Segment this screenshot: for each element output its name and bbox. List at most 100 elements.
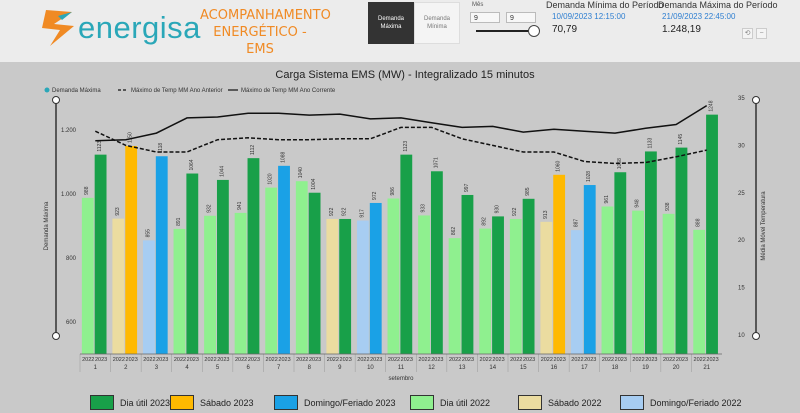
x-day-label: 21 xyxy=(703,365,710,371)
bar-2022-day-1 xyxy=(81,197,94,354)
x-year-label: 2023 xyxy=(126,357,138,363)
demanda-maxima-toggle[interactable]: Demanda Máxima xyxy=(368,2,414,44)
bar-data-label: 1044 xyxy=(219,166,225,177)
bar-2023-day-15 xyxy=(522,198,535,354)
bar-data-label: 1248 xyxy=(709,100,715,111)
y2-tick-label: 10 xyxy=(738,333,745,339)
bar-data-label: 855 xyxy=(145,229,151,238)
x-year-label: 2023 xyxy=(187,357,199,363)
month-slider-track[interactable] xyxy=(476,30,534,32)
x-year-label: 2023 xyxy=(217,357,229,363)
legend-swatch xyxy=(518,395,542,410)
bar-2023-day-20 xyxy=(675,147,688,354)
x-day-label: 9 xyxy=(338,365,342,371)
y2-tick-label: 25 xyxy=(738,191,745,197)
x-year-label: 2022 xyxy=(357,357,369,363)
bar-2023-day-7 xyxy=(278,165,290,354)
y2-range-slider-handle xyxy=(752,332,760,340)
bar-2022-day-16 xyxy=(540,221,553,354)
bar-2023-day-12 xyxy=(430,171,443,354)
report-title: ACOMPANHAMENTO ENERGÉTICO - EMS xyxy=(200,7,331,58)
x-year-label: 2023 xyxy=(278,357,290,363)
bar-data-label: 913 xyxy=(543,210,549,219)
bar-data-label: 1123 xyxy=(403,141,409,152)
x-day-label: 5 xyxy=(216,365,220,371)
bar-data-label: 1040 xyxy=(298,167,304,178)
filter-reset-icon[interactable]: ⟲ xyxy=(742,28,753,39)
x-year-label: 2023 xyxy=(95,357,107,363)
bar-data-label: 986 xyxy=(390,187,396,196)
bar-2022-day-13 xyxy=(448,238,461,354)
bar-data-label: 972 xyxy=(372,191,378,200)
chart-title: Carga Sistema EMS (MW) - Integralizado 1… xyxy=(275,69,535,81)
x-day-label: 7 xyxy=(277,365,281,371)
y-tick-label: 1.200 xyxy=(61,128,77,134)
bar-data-label: 1112 xyxy=(250,145,256,156)
bar-2022-day-5 xyxy=(204,215,216,354)
bar-data-label: 1123 xyxy=(97,141,103,152)
x-year-label: 2022 xyxy=(82,357,94,363)
bar-data-label: 961 xyxy=(604,195,610,204)
x-year-label: 2023 xyxy=(248,357,260,363)
x-day-label: 17 xyxy=(581,365,588,371)
month-from-field[interactable]: 9 xyxy=(470,12,500,23)
min-demand-title: Demanda Mínima do Período xyxy=(546,0,664,10)
bar-data-label: 1133 xyxy=(647,137,653,148)
x-year-label: 2023 xyxy=(554,357,566,363)
x-year-label: 2022 xyxy=(143,357,155,363)
bar-2023-day-18 xyxy=(614,172,627,354)
legend-dia-util-2022: Dia útil 2022 xyxy=(410,395,490,410)
bar-2022-day-19 xyxy=(632,210,644,354)
bar-data-label: 1064 xyxy=(189,159,195,170)
y2-tick-label: 15 xyxy=(738,286,745,292)
bar-2022-day-11 xyxy=(387,198,400,354)
bar-data-label: 941 xyxy=(237,201,243,210)
y-tick-label: 600 xyxy=(66,320,77,326)
bar-2023-day-16 xyxy=(553,174,566,354)
bar-2023-day-17 xyxy=(583,185,596,354)
x-year-label: 2023 xyxy=(615,357,627,363)
bar-data-label: 922 xyxy=(329,207,335,216)
x-year-label: 2023 xyxy=(401,357,413,363)
bar-2022-day-4 xyxy=(173,228,186,354)
bar-2023-day-3 xyxy=(155,156,168,354)
minimize-icon[interactable]: − xyxy=(756,28,767,39)
legend-swatch xyxy=(90,395,114,410)
bar-2023-day-4 xyxy=(186,173,199,354)
bar-data-label: 1118 xyxy=(158,143,164,154)
min-demand-date: 10/09/2023 12:15:00 xyxy=(552,12,626,21)
x-year-label: 2022 xyxy=(266,357,278,363)
x-year-label: 2022 xyxy=(602,357,614,363)
bar-data-label: 930 xyxy=(495,205,501,214)
legend-swatch xyxy=(410,395,434,410)
x-day-label: 20 xyxy=(673,365,680,371)
bar-data-label: 1004 xyxy=(311,178,317,189)
max-demand-value: 1.248,19 xyxy=(662,24,701,35)
bar-2023-day-14 xyxy=(492,216,504,354)
x-day-label: 18 xyxy=(612,365,619,371)
x-day-label: 2 xyxy=(124,365,128,371)
bar-2023-day-13 xyxy=(461,194,474,354)
x-year-label: 2022 xyxy=(388,357,400,363)
legend-sabado-2023: Sábado 2023 xyxy=(170,395,254,410)
bar-2022-day-9 xyxy=(326,218,339,354)
brand-name: energisa xyxy=(78,10,201,45)
bar-2022-day-3 xyxy=(142,240,155,354)
energisa-logo-icon xyxy=(42,10,74,46)
bar-data-label: 922 xyxy=(342,207,348,216)
month-slider-handle[interactable] xyxy=(528,25,540,37)
demanda-minima-toggle[interactable]: Demanda Mínima xyxy=(414,2,460,44)
x-day-label: 15 xyxy=(520,365,527,371)
legend-domingo-2023: Domingo/Feriado 2023 xyxy=(274,395,396,410)
bar-2023-day-5 xyxy=(216,179,229,354)
temp-line-prev-year xyxy=(94,126,707,165)
legend-swatch xyxy=(274,395,298,410)
bar-2023-day-10 xyxy=(369,202,382,354)
x-year-label: 2023 xyxy=(492,357,504,363)
x-year-label: 2023 xyxy=(309,357,321,363)
x-day-label: 6 xyxy=(246,365,250,371)
x-year-label: 2022 xyxy=(541,357,553,363)
legend-domingo-2022: Domingo/Feriado 2022 xyxy=(620,395,742,410)
month-to-field[interactable]: 9 xyxy=(506,12,536,23)
bar-data-label: 1020 xyxy=(268,173,274,184)
